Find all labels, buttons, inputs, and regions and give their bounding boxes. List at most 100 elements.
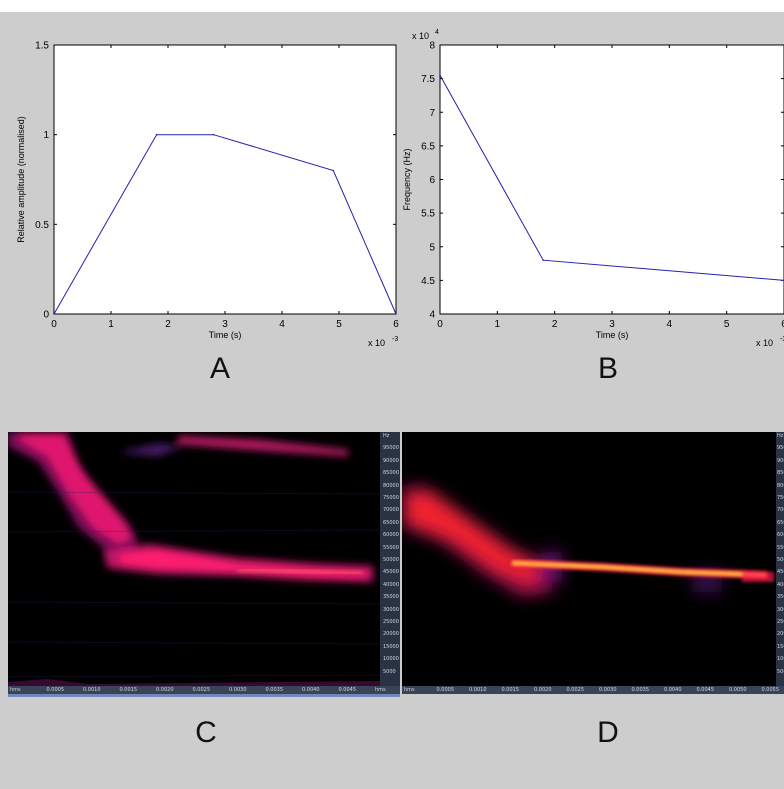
spectrogram-d-y-tick-label: 30000	[777, 606, 784, 613]
spectrogram-d-y-tick-label: 10000	[777, 656, 784, 663]
spectrogram-d-x-tick-label: 0.0035	[631, 687, 650, 693]
spectrogram-d-y-tick-label: 40000	[777, 581, 784, 588]
chart-b-x-tick-label: 6	[781, 319, 784, 330]
chart-b-y-tick-label: 7.5	[421, 74, 435, 85]
chart-b-y-tick-label: 5.5	[421, 209, 435, 220]
chart-b-x-tick-label: 5	[724, 319, 730, 330]
chart-b-y-tick-label: 7	[429, 108, 435, 119]
spectrogram-c-y-tick-label: 40000	[383, 581, 399, 588]
chart-a-x-tick-label: 1	[108, 319, 114, 330]
spectrogram-d-x-tick-label: 0.0040	[664, 687, 682, 693]
chart-b-x-tick-label: 0	[437, 319, 443, 330]
spectrogram-c-x-tick-label: hms	[375, 687, 386, 693]
chart-a-x-tick-label: 4	[279, 319, 285, 330]
chart-a-x-tick-label: 2	[165, 319, 171, 330]
spectrogram-c-y-tick-label: 20000	[383, 631, 399, 638]
spectrogram-d-y-tick-label: 45000	[777, 569, 784, 576]
spectrogram-c-y-tick-label: 90000	[383, 457, 399, 464]
spectrogram-d-y-tick-label: 65000	[777, 519, 784, 526]
spectrogram-d-y-tick-label: 90000	[777, 457, 784, 464]
chart-a-x-multiplier-exp: -3	[392, 336, 398, 343]
panel-label-c: C	[195, 716, 217, 749]
chart-a-x-tick-label: 3	[222, 319, 228, 330]
spectrogram-c-x-tick-label: 0.0045	[338, 687, 357, 693]
spectrogram-d-y-axis	[776, 432, 784, 686]
chart-a-data-point	[395, 313, 397, 315]
spectrogram-d-y-tick-label: 20000	[777, 631, 784, 638]
spectrogram-d-x-tick-label: hms	[404, 687, 415, 693]
spectrogram-d-x-tick-label: 0.0055	[761, 687, 780, 693]
spectrogram-c-y-tick-label: Hz	[383, 433, 390, 439]
chart-a-y-axis-label: Relative amplitude (normalised)	[16, 116, 26, 243]
spectrogram-c-x-tick-label: 0.0035	[265, 687, 284, 693]
panel-label-d: D	[597, 716, 619, 749]
spectrogram-c-y-tick-label: 65000	[383, 519, 399, 526]
panel-label-a: A	[209, 352, 230, 385]
chart-b-y-tick-label: 5	[429, 242, 435, 253]
spectrogram-c	[8, 432, 380, 686]
chart-b-data-point	[439, 74, 441, 77]
spectrogram-c-y-tick-label: 85000	[383, 470, 399, 477]
spectrogram-c-y-tick-label: 75000	[383, 495, 399, 501]
spectrogram-d-y-tick-label: 55000	[777, 544, 784, 551]
spectrogram-c-x-tick-label: 0.0040	[302, 687, 320, 693]
plot-b-area	[440, 45, 784, 314]
spectrogram-c-y-tick-label: 55000	[383, 544, 399, 551]
spectrogram-c-y-axis	[380, 432, 400, 686]
chart-b-y-multiplier: x 10	[412, 31, 429, 41]
chart-a-data-point	[53, 313, 55, 315]
spectrogram-d-x-tick-label: 0.0005	[436, 687, 455, 693]
spectrogram-d-y-tick-label: 95000	[777, 445, 784, 452]
spectrogram-d-y-tick-label: 70000	[777, 507, 784, 514]
chart-b-x-axis-label: Time (s)	[596, 330, 629, 340]
chart-b-y-multiplier-exp: 4	[435, 29, 439, 36]
chart-b-x-tick-label: 4	[667, 319, 673, 330]
chart-a-data-point	[155, 133, 158, 136]
chart-a-y-tick-label: 1.5	[35, 41, 49, 52]
top-band	[0, 0, 784, 12]
spectrogram-c-x-tick-label: 0.0030	[229, 687, 247, 693]
spectrogram-d-x-tick-label: 0.0020	[534, 687, 552, 693]
chart-a-data-point	[212, 133, 215, 136]
spectrogram-c-x-tick-label: 0.0015	[119, 687, 138, 693]
spectrogram-c-y-tick-label: 35000	[383, 594, 399, 601]
spectrogram-d-y-tick-label: 25000	[777, 619, 784, 625]
spectrogram-d-y-tick-label: 85000	[777, 470, 784, 477]
spectrogram-c-y-tick-label: 45000	[383, 569, 399, 576]
chart-b-axes-frame	[439, 44, 784, 315]
spectrogram-c-y-tick-label: 25000	[383, 619, 399, 625]
spectrogram-d-y-tick-label: Hz	[777, 433, 784, 439]
spectrogram-d	[402, 432, 776, 686]
chart-a-x-multiplier: x 10	[368, 338, 385, 348]
chart-b-y-tick-label: 6.5	[421, 141, 435, 152]
spectrogram-c-x-tick-label: 0.0010	[83, 687, 101, 693]
chart-a-x-tick-label: 6	[393, 319, 399, 330]
chart-a-y-tick-label: 0.5	[35, 220, 49, 231]
chart-b-y-tick-label: 6	[429, 175, 435, 186]
spectrogram-c-y-tick-label: 5000	[383, 668, 396, 675]
chart-b-x-multiplier-exp: -3	[780, 336, 784, 343]
spectrogram-d-y-tick-label: 60000	[777, 532, 784, 539]
panel-label-b: B	[597, 352, 618, 385]
chart-a-y-tick-label: 0	[43, 310, 49, 321]
spectrogram-c-y-tick-label: 15000	[383, 643, 399, 650]
spectrogram-c-image	[8, 432, 380, 686]
plot-a-area	[54, 45, 396, 314]
spectrogram-c-y-tick-label: 60000	[383, 532, 399, 539]
chart-b-y-axis-label: Frequency (Hz)	[402, 148, 412, 210]
chart-b-series-line	[439, 75, 784, 281]
spectrogram-c-underline	[8, 694, 400, 697]
chart-b-x-tick-label: 2	[552, 319, 558, 330]
spectrogram-c-y-tick-label: 95000	[383, 445, 399, 452]
chart-a-data-point	[332, 169, 335, 172]
spectrogram-c-y-tick-label: 30000	[383, 606, 399, 613]
spectrogram-d-x-tick-label: 0.0015	[501, 687, 520, 693]
spectrogram-c-y-tick-label: 50000	[383, 557, 399, 563]
spectrogram-d-x-tick-label: 0.0010	[469, 687, 487, 693]
spectrogram-c-x-tick-label: hms	[10, 687, 21, 693]
chart-b-y-tick-label: 4.5	[421, 276, 435, 287]
chart-a-x-tick-label: 5	[336, 319, 342, 330]
spectrogram-d-x-tick-label: 0.0025	[566, 687, 585, 693]
